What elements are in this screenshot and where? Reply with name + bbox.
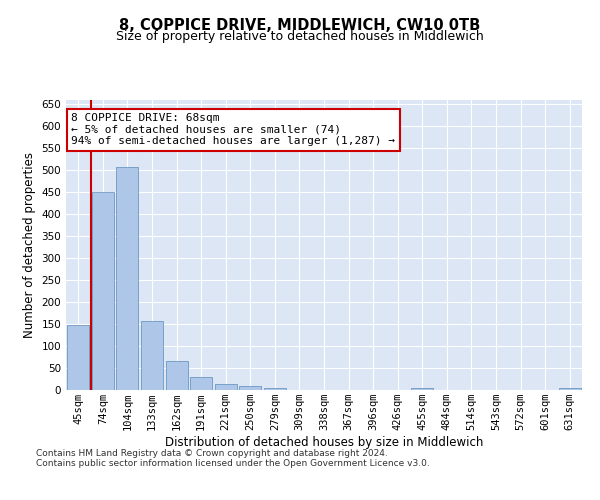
Y-axis label: Number of detached properties: Number of detached properties xyxy=(23,152,36,338)
Bar xyxy=(215,384,237,390)
Bar xyxy=(116,167,139,390)
Text: 8, COPPICE DRIVE, MIDDLEWICH, CW10 0TB: 8, COPPICE DRIVE, MIDDLEWICH, CW10 0TB xyxy=(119,18,481,32)
X-axis label: Distribution of detached houses by size in Middlewich: Distribution of detached houses by size … xyxy=(165,436,483,449)
Text: Size of property relative to detached houses in Middlewich: Size of property relative to detached ho… xyxy=(116,30,484,43)
Bar xyxy=(239,386,262,390)
Bar xyxy=(264,388,286,390)
Text: Contains HM Land Registry data © Crown copyright and database right 2024.: Contains HM Land Registry data © Crown c… xyxy=(36,448,388,458)
Bar xyxy=(166,362,188,390)
Bar xyxy=(559,388,581,390)
Text: Contains public sector information licensed under the Open Government Licence v3: Contains public sector information licen… xyxy=(36,458,430,468)
Text: 8 COPPICE DRIVE: 68sqm
← 5% of detached houses are smaller (74)
94% of semi-deta: 8 COPPICE DRIVE: 68sqm ← 5% of detached … xyxy=(71,113,395,146)
Bar xyxy=(67,325,89,390)
Bar xyxy=(411,388,433,390)
Bar xyxy=(92,192,114,390)
Bar xyxy=(190,377,212,390)
Bar xyxy=(141,320,163,390)
